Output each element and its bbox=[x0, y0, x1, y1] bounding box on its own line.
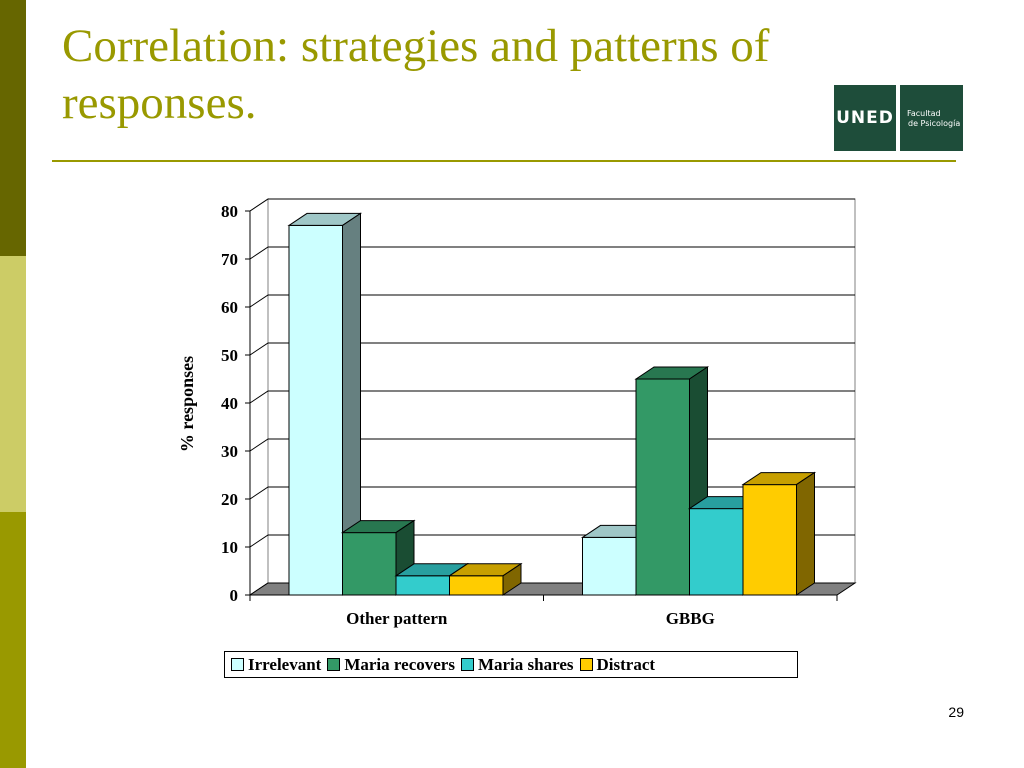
bar-maria-shares-gbbg bbox=[689, 508, 744, 596]
legend-item: Maria recovers bbox=[327, 655, 455, 675]
y-tick-label: 70 bbox=[221, 250, 238, 269]
logo-mark: UNED bbox=[834, 85, 896, 151]
x-category-label: Other pattern bbox=[346, 609, 448, 628]
legend-label: Irrelevant bbox=[248, 654, 322, 674]
y-tick-label: 0 bbox=[230, 586, 239, 605]
legend-label: Maria recovers bbox=[344, 654, 455, 674]
chart-legend: Irrelevant Maria recovers Maria shares Dist… bbox=[224, 651, 798, 678]
legend-label: Distract bbox=[596, 654, 656, 674]
logo-faculty-line1: Facultad bbox=[907, 109, 941, 118]
legend-swatch bbox=[327, 658, 341, 671]
legend-swatch bbox=[231, 658, 244, 671]
bar-side-face bbox=[502, 562, 522, 596]
bar-side-face bbox=[796, 471, 815, 596]
slide-title: Correlation: strategies and patterns of … bbox=[62, 20, 770, 129]
y-tick-label: 20 bbox=[221, 490, 238, 509]
y-axis-title: % responses bbox=[177, 356, 197, 452]
page-number: 29 bbox=[948, 704, 964, 720]
bar-distract-gbbg bbox=[742, 484, 797, 596]
bar-maria-shares-other-pattern bbox=[395, 575, 450, 596]
y-tick-label: 50 bbox=[221, 346, 238, 365]
legend-swatch bbox=[579, 658, 593, 671]
bar-irrelevant-gbbg bbox=[582, 536, 637, 596]
gridline bbox=[249, 294, 855, 308]
legend-item: Maria shares bbox=[460, 654, 574, 675]
gridline bbox=[249, 342, 855, 356]
logo-faculty-panel: Facultad de Psicología bbox=[900, 85, 963, 151]
uned-logo: UNED Facultad de Psicología bbox=[834, 85, 963, 151]
legend-label: Maria shares bbox=[477, 654, 574, 674]
y-tick-label: 30 bbox=[221, 442, 238, 461]
gridline bbox=[249, 246, 855, 260]
bar-maria-recovers-gbbg bbox=[635, 378, 690, 596]
title-divider bbox=[52, 160, 956, 162]
sidebar-bottom-block bbox=[0, 512, 26, 768]
legend-item: Irrelevant bbox=[231, 655, 321, 675]
sidebar-top-block bbox=[0, 0, 26, 256]
x-category-label: GBBG bbox=[666, 609, 715, 628]
logo-faculty-line2: de Psicología bbox=[908, 119, 961, 128]
gridline bbox=[249, 198, 855, 212]
legend-item: Distract bbox=[579, 654, 656, 675]
y-tick-label: 80 bbox=[221, 202, 238, 221]
y-tick-label: 40 bbox=[221, 394, 238, 413]
sidebar-middle-block bbox=[0, 256, 26, 512]
legend-swatch bbox=[460, 658, 474, 671]
y-tick-label: 60 bbox=[221, 298, 238, 317]
bar-maria-recovers-other-pattern bbox=[342, 532, 397, 596]
y-tick-label: 10 bbox=[221, 538, 238, 557]
bar-distract-other-pattern bbox=[449, 575, 504, 596]
bar-irrelevant-other-pattern bbox=[288, 224, 343, 596]
